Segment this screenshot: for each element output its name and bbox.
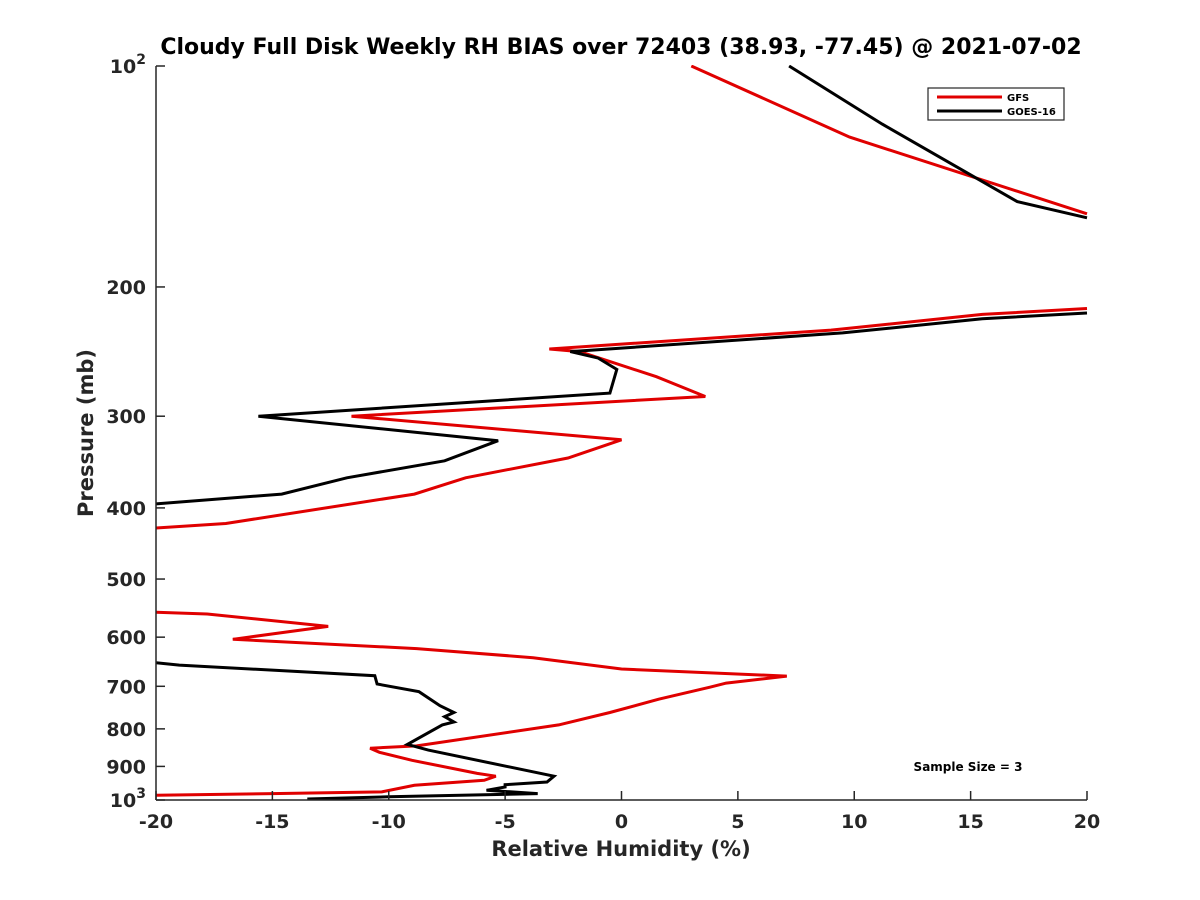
x-tick-label: -15 [255,811,289,833]
y-tick-label: 500 [106,569,146,591]
x-axis-label: Relative Humidity (%) [491,837,750,861]
series-line-goes-16-segment-1 [788,65,1088,220]
plot-lines [156,65,1088,801]
series-line-gfs-segment-2 [156,307,1088,530]
legend-box [927,87,1065,121]
y-tick-label: 300 [106,406,146,428]
y-tick-label: 900 [106,756,146,778]
y-tick-label: 103 [110,786,146,812]
series-line-goes-16-segment-2 [156,311,1088,506]
x-tick-label: -10 [372,811,406,833]
y-axis-label: Pressure (mb) [74,349,98,517]
y-tick-label: 600 [106,627,146,649]
x-tick-label: 5 [731,811,744,833]
x-tick-label: 0 [615,811,628,833]
y-tick-label: 400 [106,498,146,520]
legend-items: GFS GOES-16 [937,93,1056,118]
x-tick-label: -20 [139,811,173,833]
x-ticks: -20 -15 -10 -5 0 5 10 15 20 [139,791,1100,833]
legend-label-goes-16: GOES-16 [1007,107,1056,118]
x-tick-label: 20 [1074,811,1100,833]
series-line-goes-16-segment-3 [156,661,558,801]
x-tick-label: -5 [495,811,516,833]
x-tick-label: 10 [841,811,867,833]
legend-label-gfs: GFS [1007,93,1029,104]
y-tick-label: 700 [106,676,146,698]
y-ticks: 102 200 300 400 500 600 700 800 900 103 [106,52,165,812]
y-tick-label: 102 [110,52,146,78]
sample-size-annotation: Sample Size = 3 [914,760,1023,774]
y-tick-label: 800 [106,719,146,741]
series-line-gfs-segment-3 [156,610,787,797]
chart-title: Cloudy Full Disk Weekly RH BIAS over 724… [160,35,1081,60]
y-tick-label: 200 [106,277,146,299]
x-tick-label: 15 [957,811,983,833]
series-line-gfs-segment-1 [690,65,1088,216]
legend: GFS GOES-16 [927,87,1065,121]
